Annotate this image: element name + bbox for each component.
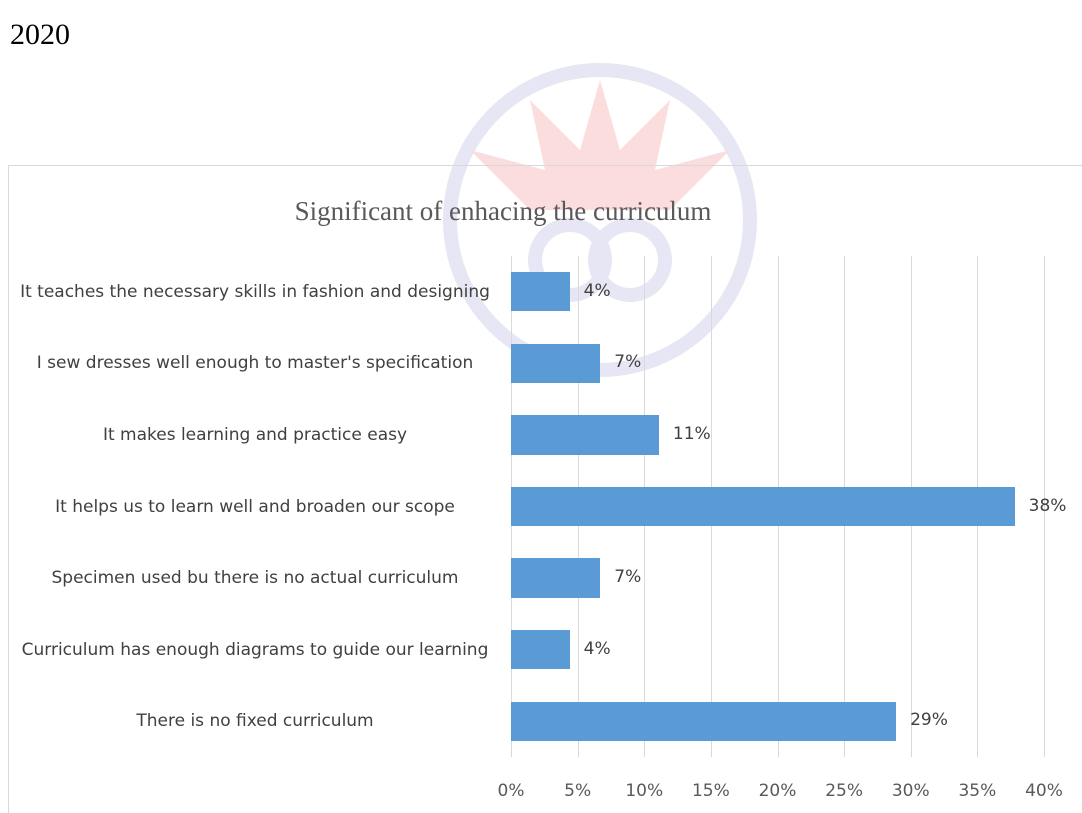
x-tick-label: 40% <box>1025 781 1063 801</box>
category-label: Specimen used bu there is no actual curr… <box>51 568 459 589</box>
x-tick-label: 10% <box>625 781 664 801</box>
category-label: I sew dresses well enough to master's sp… <box>36 353 474 374</box>
value-label: 7% <box>614 352 642 373</box>
bar <box>511 486 1015 527</box>
x-tick-label: 30% <box>891 781 930 801</box>
value-label: 29% <box>910 710 948 731</box>
category-label: There is no fixed curriculum <box>136 711 374 732</box>
grid-line <box>1044 256 1045 757</box>
bar <box>511 629 570 670</box>
category-label: It helps us to learn well and broaden ou… <box>55 496 455 517</box>
category-label: It teaches the necessary skills in fashi… <box>20 281 490 302</box>
bar <box>511 343 601 384</box>
year: 2020 <box>10 18 70 51</box>
bar <box>511 415 659 455</box>
x-tick-label: 0% <box>497 781 525 801</box>
category-label: Curriculum has enough diagrams to guide … <box>21 639 489 660</box>
chart-frame <box>8 165 1082 813</box>
x-tick-label: 15% <box>691 781 730 801</box>
value-label: 38% <box>1028 495 1067 516</box>
value-label: 4% <box>583 280 611 301</box>
bar <box>511 701 897 741</box>
value-label: 7% <box>614 567 642 588</box>
x-tick-label: 20% <box>758 781 797 801</box>
x-tick-label: 25% <box>825 781 864 801</box>
x-tick-label: 35% <box>958 781 997 801</box>
bar <box>511 272 570 312</box>
value-label: 4% <box>583 638 611 659</box>
value-label: 11% <box>672 423 711 444</box>
category-label: It makes learning and practice easy <box>102 424 408 445</box>
chart-title: Significant of enhacing the curriculum <box>294 196 712 226</box>
bar <box>511 558 601 598</box>
x-tick-label: 5% <box>564 781 592 801</box>
